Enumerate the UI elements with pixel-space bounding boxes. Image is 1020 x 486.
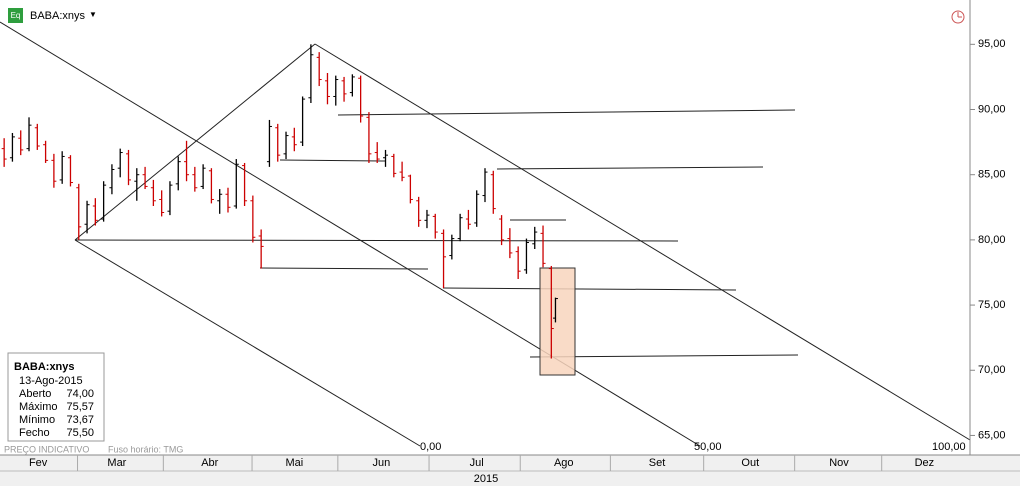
fan-label: 100,00 bbox=[932, 441, 966, 453]
info-value: 73,67 bbox=[66, 414, 94, 426]
x-tick-label: Mai bbox=[285, 457, 303, 469]
highlight-box bbox=[539, 267, 576, 376]
info-label: Fecho bbox=[19, 427, 50, 439]
ticker[interactable]: BABA:xnys bbox=[30, 10, 86, 22]
y-tick-label: 95,00 bbox=[978, 38, 1006, 50]
info-title: BABA:xnys bbox=[14, 361, 75, 373]
year-label: 2015 bbox=[474, 473, 498, 485]
info-label: Máximo bbox=[19, 401, 58, 413]
y-tick-label: 75,00 bbox=[978, 299, 1006, 311]
y-tick-label: 70,00 bbox=[978, 364, 1006, 376]
x-tick-label: Jul bbox=[470, 457, 484, 469]
y-tick-label: 85,00 bbox=[978, 169, 1006, 181]
eq-icon-text: Eq bbox=[11, 11, 21, 20]
x-tick-label: Nov bbox=[829, 457, 849, 469]
x-tick-label: Dez bbox=[915, 457, 935, 469]
fan-label: 50,00 bbox=[694, 441, 722, 453]
dropdown[interactable]: ▼ bbox=[89, 10, 97, 19]
info-date: 13-Ago-2015 bbox=[19, 375, 83, 387]
footer-note: PREÇO INDICATIVO bbox=[4, 444, 89, 454]
info-value: 75,50 bbox=[66, 427, 94, 439]
x-tick-label: Abr bbox=[201, 457, 218, 469]
info-value: 75,57 bbox=[66, 401, 94, 413]
y-tick-label: 65,00 bbox=[978, 429, 1006, 441]
timezone: Fuso horário: TMG bbox=[108, 444, 183, 454]
clock-hands bbox=[957, 12, 962, 18]
x-tick-label: Fev bbox=[29, 457, 48, 469]
trendlines bbox=[0, 21, 971, 447]
y-tick-label: 80,00 bbox=[978, 234, 1006, 246]
fan-label: 0,00 bbox=[420, 441, 441, 453]
x-tick-label: Set bbox=[649, 457, 666, 469]
x-tick-label: Out bbox=[741, 457, 759, 469]
info-label: Mínimo bbox=[19, 414, 55, 426]
info-value: 74,00 bbox=[66, 388, 94, 400]
y-tick-label: 90,00 bbox=[978, 103, 1006, 115]
eq-icon[interactable] bbox=[8, 8, 23, 23]
x-tick-label: Ago bbox=[554, 457, 574, 469]
x-tick-label: Mar bbox=[107, 457, 126, 469]
info-box bbox=[7, 352, 105, 442]
price-bars bbox=[1, 44, 558, 359]
info-label: Aberto bbox=[19, 388, 51, 400]
x-tick-label: Jun bbox=[372, 457, 390, 469]
